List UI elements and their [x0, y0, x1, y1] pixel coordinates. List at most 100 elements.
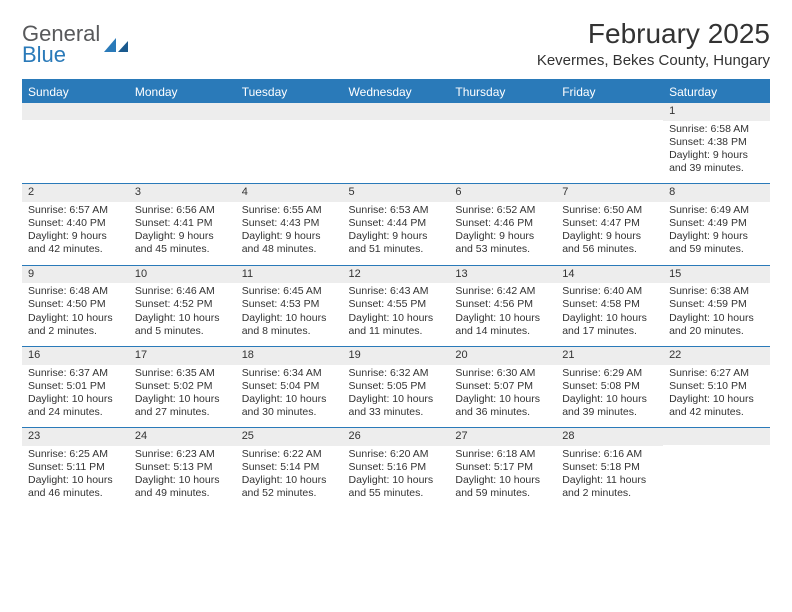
- dayhead-thu: Thursday: [449, 81, 556, 103]
- sun-data-line: Daylight: 9 hours: [242, 230, 337, 243]
- day-number: 24: [129, 428, 236, 446]
- logo-word2: Blue: [22, 42, 66, 67]
- sun-data-line: and 2 minutes.: [562, 487, 657, 500]
- calendar-cell: 4Sunrise: 6:55 AMSunset: 4:43 PMDaylight…: [236, 184, 343, 265]
- sun-data-line: Sunrise: 6:56 AM: [135, 204, 230, 217]
- day-number: 4: [236, 184, 343, 202]
- sun-data-line: Sunrise: 6:34 AM: [242, 367, 337, 380]
- day-number: 18: [236, 347, 343, 365]
- cell-body: [449, 120, 556, 182]
- sun-data-line: Sunrise: 6:52 AM: [455, 204, 550, 217]
- sun-data-line: Daylight: 10 hours: [242, 393, 337, 406]
- sun-data-line: Sunrise: 6:55 AM: [242, 204, 337, 217]
- cell-body: Sunrise: 6:56 AMSunset: 4:41 PMDaylight:…: [129, 202, 236, 265]
- sun-data-line: and 11 minutes.: [349, 325, 444, 338]
- calendar-cell: 7Sunrise: 6:50 AMSunset: 4:47 PMDaylight…: [556, 184, 663, 265]
- sun-data-line: and 2 minutes.: [28, 325, 123, 338]
- calendar-cell: 14Sunrise: 6:40 AMSunset: 4:58 PMDayligh…: [556, 265, 663, 346]
- day-number: 11: [236, 266, 343, 284]
- sun-data-line: Sunset: 5:16 PM: [349, 461, 444, 474]
- cell-body: Sunrise: 6:50 AMSunset: 4:47 PMDaylight:…: [556, 202, 663, 265]
- sun-data-line: and 56 minutes.: [562, 243, 657, 256]
- day-number: 23: [22, 428, 129, 446]
- calendar-table: Sunday Monday Tuesday Wednesday Thursday…: [22, 81, 770, 508]
- sun-data-line: Daylight: 10 hours: [28, 393, 123, 406]
- cell-body: [556, 120, 663, 182]
- calendar-cell: 15Sunrise: 6:38 AMSunset: 4:59 PMDayligh…: [663, 265, 770, 346]
- sun-data-line: Daylight: 9 hours: [669, 230, 764, 243]
- sun-data-line: Sunrise: 6:42 AM: [455, 285, 550, 298]
- calendar-week-row: 1Sunrise: 6:58 AMSunset: 4:38 PMDaylight…: [22, 103, 770, 184]
- sun-data-line: Sunrise: 6:57 AM: [28, 204, 123, 217]
- calendar-cell: 11Sunrise: 6:45 AMSunset: 4:53 PMDayligh…: [236, 265, 343, 346]
- sun-data-line: Daylight: 9 hours: [28, 230, 123, 243]
- cell-body: Sunrise: 6:57 AMSunset: 4:40 PMDaylight:…: [22, 202, 129, 265]
- calendar-cell: [236, 103, 343, 184]
- logo-text: General Blue: [22, 24, 100, 66]
- dayhead-sat: Saturday: [663, 81, 770, 103]
- sun-data-line: Daylight: 9 hours: [562, 230, 657, 243]
- day-number: 6: [449, 184, 556, 202]
- sun-data-line: and 36 minutes.: [455, 406, 550, 419]
- sun-data-line: Sunrise: 6:30 AM: [455, 367, 550, 380]
- day-number: 16: [22, 347, 129, 365]
- cell-body: Sunrise: 6:42 AMSunset: 4:56 PMDaylight:…: [449, 283, 556, 346]
- day-number: 28: [556, 428, 663, 446]
- sun-data-line: Sunset: 4:44 PM: [349, 217, 444, 230]
- sun-data-line: Sunrise: 6:23 AM: [135, 448, 230, 461]
- day-number: 10: [129, 266, 236, 284]
- logo: General Blue: [22, 18, 130, 66]
- cell-body: Sunrise: 6:58 AMSunset: 4:38 PMDaylight:…: [663, 121, 770, 184]
- day-number: 8: [663, 184, 770, 202]
- sun-data-line: Sunrise: 6:53 AM: [349, 204, 444, 217]
- calendar-week-row: 9Sunrise: 6:48 AMSunset: 4:50 PMDaylight…: [22, 265, 770, 346]
- sun-data-line: and 48 minutes.: [242, 243, 337, 256]
- calendar-cell: 10Sunrise: 6:46 AMSunset: 4:52 PMDayligh…: [129, 265, 236, 346]
- day-number: 13: [449, 266, 556, 284]
- sun-data-line: Daylight: 10 hours: [349, 312, 444, 325]
- cell-body: Sunrise: 6:34 AMSunset: 5:04 PMDaylight:…: [236, 365, 343, 428]
- sun-data-line: Sunrise: 6:16 AM: [562, 448, 657, 461]
- cell-body: Sunrise: 6:25 AMSunset: 5:11 PMDaylight:…: [22, 446, 129, 509]
- day-number: 12: [343, 266, 450, 284]
- sun-data-line: Daylight: 10 hours: [28, 312, 123, 325]
- sun-data-line: Daylight: 10 hours: [455, 474, 550, 487]
- day-number: 15: [663, 266, 770, 284]
- cell-body: Sunrise: 6:27 AMSunset: 5:10 PMDaylight:…: [663, 365, 770, 428]
- calendar-cell: 1Sunrise: 6:58 AMSunset: 4:38 PMDaylight…: [663, 103, 770, 184]
- dayhead-tue: Tuesday: [236, 81, 343, 103]
- sun-data-line: Sunset: 5:07 PM: [455, 380, 550, 393]
- sun-data-line: Sunrise: 6:20 AM: [349, 448, 444, 461]
- sun-data-line: and 59 minutes.: [669, 243, 764, 256]
- sun-data-line: Daylight: 10 hours: [135, 474, 230, 487]
- sun-data-line: Daylight: 10 hours: [669, 312, 764, 325]
- sun-data-line: Sunrise: 6:50 AM: [562, 204, 657, 217]
- sun-data-line: Sunset: 5:13 PM: [135, 461, 230, 474]
- sun-data-line: Sunset: 4:59 PM: [669, 298, 764, 311]
- cell-body: Sunrise: 6:22 AMSunset: 5:14 PMDaylight:…: [236, 446, 343, 509]
- sun-data-line: Sunset: 5:08 PM: [562, 380, 657, 393]
- sun-data-line: and 53 minutes.: [455, 243, 550, 256]
- day-number: 21: [556, 347, 663, 365]
- sun-data-line: Daylight: 9 hours: [455, 230, 550, 243]
- day-number: 27: [449, 428, 556, 446]
- sun-data-line: and 17 minutes.: [562, 325, 657, 338]
- sun-data-line: Sunrise: 6:25 AM: [28, 448, 123, 461]
- sun-data-line: Daylight: 10 hours: [242, 312, 337, 325]
- calendar-cell: [343, 103, 450, 184]
- sun-data-line: Sunset: 4:56 PM: [455, 298, 550, 311]
- sun-data-line: Sunrise: 6:37 AM: [28, 367, 123, 380]
- calendar-cell: [22, 103, 129, 184]
- sun-data-line: Daylight: 10 hours: [455, 393, 550, 406]
- day-number: 19: [343, 347, 450, 365]
- sun-data-line: Sunset: 5:05 PM: [349, 380, 444, 393]
- cell-body: Sunrise: 6:35 AMSunset: 5:02 PMDaylight:…: [129, 365, 236, 428]
- cell-body: Sunrise: 6:53 AMSunset: 4:44 PMDaylight:…: [343, 202, 450, 265]
- sun-data-line: Sunset: 4:47 PM: [562, 217, 657, 230]
- cell-body: [236, 120, 343, 182]
- sun-data-line: Sunset: 5:18 PM: [562, 461, 657, 474]
- sun-data-line: Daylight: 9 hours: [669, 149, 764, 162]
- location-text: Kevermes, Bekes County, Hungary: [537, 52, 770, 69]
- sun-data-line: Daylight: 10 hours: [135, 393, 230, 406]
- sun-data-line: and 39 minutes.: [669, 162, 764, 175]
